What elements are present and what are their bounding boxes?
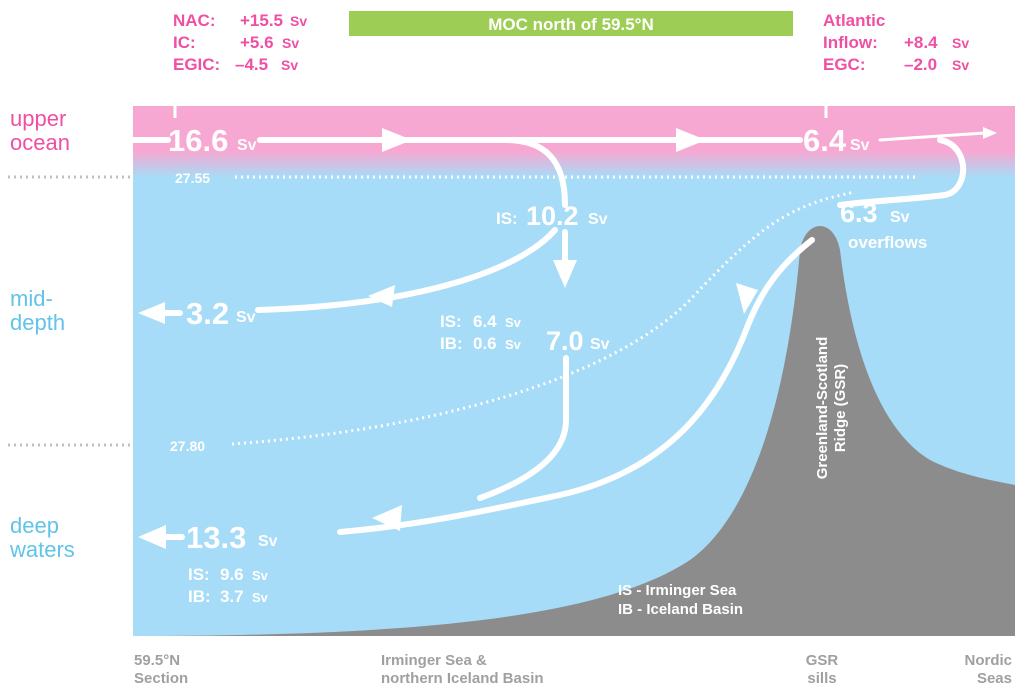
upper-out-unit: Sv bbox=[850, 137, 870, 154]
bottom-labels: 59.5°N Section Irminger Sea & northern I… bbox=[134, 652, 1012, 687]
mid-sink-is-label: IS: bbox=[440, 312, 462, 331]
bottom-basin-line1: Irminger Sea & bbox=[381, 652, 487, 669]
ic-label: IC: bbox=[173, 33, 196, 52]
deep-ib-unit: Sv bbox=[252, 590, 269, 605]
nac-label: NAC: bbox=[173, 11, 216, 30]
is-sink-arrowhead bbox=[553, 260, 577, 288]
layer-mid-line1: mid- bbox=[10, 286, 53, 311]
deep-ib-label: IB: bbox=[188, 587, 211, 606]
mid-sink-value: 7.0 bbox=[546, 326, 584, 356]
deep-arrowhead-1 bbox=[372, 505, 402, 531]
egic-label: EGIC: bbox=[173, 55, 220, 74]
ic-value: +5.6 bbox=[240, 33, 274, 52]
bottom-sills-line1: GSR bbox=[806, 652, 839, 669]
inflow-unit: Sv bbox=[952, 35, 969, 51]
deep-out-unit: Sv bbox=[258, 533, 278, 550]
ridge-topography bbox=[133, 226, 1015, 636]
upper-flow-exit bbox=[878, 131, 987, 142]
atlantic-label: Atlantic bbox=[823, 11, 885, 30]
legend-is: IS - Irminger Sea bbox=[618, 582, 737, 599]
mid-out-value: 3.2 bbox=[186, 296, 229, 331]
upper-in-unit: Sv bbox=[237, 137, 257, 154]
bottom-sills-line2: sills bbox=[807, 670, 836, 687]
flow-arrows bbox=[130, 131, 987, 540]
upper-arrowhead-1 bbox=[382, 128, 412, 152]
egic-unit: Sv bbox=[281, 57, 298, 73]
arrow-heads bbox=[138, 127, 997, 549]
nac-unit: Sv bbox=[290, 13, 307, 29]
deep-ib-value: 3.7 bbox=[220, 587, 244, 606]
is-sink-unit: Sv bbox=[588, 211, 608, 228]
layer-deep-line2: waters bbox=[9, 537, 75, 562]
layer-upper-line2: ocean bbox=[10, 130, 70, 155]
mid-out-arrowhead bbox=[138, 302, 165, 324]
upper-out-value: 6.4 bbox=[803, 123, 847, 158]
bottom-section-line1: 59.5°N bbox=[134, 652, 180, 669]
overflow-arrowhead bbox=[736, 283, 758, 314]
inflow-label: Inflow: bbox=[823, 33, 878, 52]
right-transport-box: Atlantic Inflow: +8.4 Sv EGC: –2.0 Sv bbox=[823, 11, 969, 74]
is-sink-prefix: IS: bbox=[496, 209, 518, 228]
overflow-loop bbox=[837, 137, 967, 208]
isopycnal-lower bbox=[231, 190, 856, 446]
isopycnal-lower-label: 27.80 bbox=[170, 438, 205, 454]
transport-values: 16.6 Sv 6.4 Sv IS: 10.2 Sv 6.3 Sv overfl… bbox=[168, 123, 927, 606]
mid-arrowhead-1 bbox=[368, 285, 395, 307]
ridge-label-line2: Ridge (GSR) bbox=[832, 364, 849, 452]
upper-exit-arrowhead bbox=[983, 127, 997, 139]
layer-mid-line2: depth bbox=[10, 310, 65, 335]
left-transport-box: NAC: +15.5 Sv IC: +5.6 Sv EGIC: –4.5 Sv bbox=[173, 11, 307, 74]
egc-unit: Sv bbox=[952, 57, 969, 73]
bottom-basin-line2: northern Iceland Basin bbox=[381, 670, 544, 687]
deep-is-unit: Sv bbox=[252, 568, 269, 583]
egc-label: EGC: bbox=[823, 55, 866, 74]
legend-ib: IB - Iceland Basin bbox=[618, 601, 743, 618]
bottom-section-line2: Section bbox=[134, 670, 188, 687]
layer-upper-line1: upper bbox=[10, 106, 66, 131]
moc-banner bbox=[349, 11, 793, 36]
layer-labels: upper ocean mid- depth deep waters bbox=[9, 106, 75, 562]
bottom-nordic-line2: Seas bbox=[977, 670, 1012, 687]
deep-out-value: 13.3 bbox=[186, 520, 246, 555]
overflow-descent bbox=[337, 237, 815, 535]
deep-out-arrowhead bbox=[138, 525, 166, 549]
moc-banner-label: MOC north of 59.5°N bbox=[488, 15, 653, 34]
ic-unit: Sv bbox=[282, 35, 299, 51]
egic-value: –4.5 bbox=[235, 55, 268, 74]
inflow-value: +8.4 bbox=[904, 33, 938, 52]
mid-flow bbox=[255, 227, 558, 313]
mid-sink-is-value: 6.4 bbox=[473, 312, 497, 331]
overflows-unit: Sv bbox=[890, 209, 910, 226]
mid-sink-unit: Sv bbox=[590, 336, 610, 353]
upper-arrowhead-2 bbox=[676, 128, 706, 152]
overflows-label: overflows bbox=[848, 233, 927, 252]
layer-deep-line1: deep bbox=[10, 513, 59, 538]
deep-is-value: 9.6 bbox=[220, 565, 244, 584]
mid-sink-ib-value: 0.6 bbox=[473, 334, 497, 353]
ridge-label-line1: Greenland-Scotland bbox=[814, 337, 831, 480]
ridge-label: Greenland-Scotland Ridge (GSR) bbox=[814, 337, 849, 480]
is-sink-branch bbox=[502, 137, 568, 208]
mid-sink-flow bbox=[477, 355, 569, 501]
mid-out-unit: Sv bbox=[236, 309, 256, 326]
isopycnal-upper-label: 27.55 bbox=[175, 170, 210, 186]
bottom-nordic-line1: Nordic bbox=[964, 652, 1012, 669]
mid-sink-is-unit: Sv bbox=[505, 315, 522, 330]
egc-value: –2.0 bbox=[904, 55, 937, 74]
nac-value: +15.5 bbox=[240, 11, 283, 30]
upper-in-value: 16.6 bbox=[168, 123, 228, 158]
is-sink-value: 10.2 bbox=[526, 201, 579, 231]
overflows-value: 6.3 bbox=[840, 198, 878, 228]
deep-is-label: IS: bbox=[188, 565, 210, 584]
mid-sink-ib-unit: Sv bbox=[505, 337, 522, 352]
mid-sink-ib-label: IB: bbox=[440, 334, 463, 353]
